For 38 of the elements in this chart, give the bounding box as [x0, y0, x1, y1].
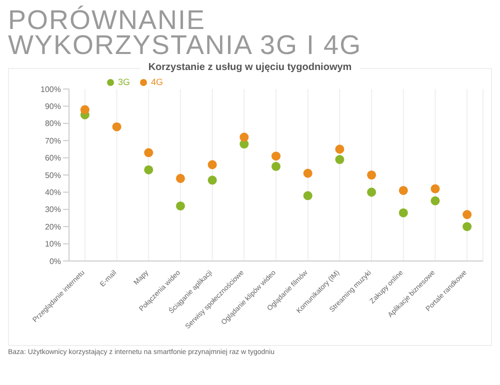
legend-label: 4G	[151, 77, 164, 87]
point	[144, 148, 154, 158]
y-tick-label: 60%	[44, 154, 61, 163]
y-tick-label: 0%	[49, 256, 61, 266]
point	[430, 184, 440, 194]
y-tick-label: 90%	[44, 102, 61, 112]
point	[430, 196, 440, 206]
point	[335, 155, 344, 164]
point	[176, 201, 185, 210]
point	[398, 186, 408, 195]
point	[208, 160, 217, 170]
point	[144, 165, 154, 174]
point	[176, 174, 185, 183]
y-tick-label: 20%	[44, 222, 61, 232]
chart-subtitle: Korzystanie z usług w ujęciu tygodniowym	[140, 62, 360, 73]
chart-title: PORÓWNANIE WYKORZYSTANIA 3G I 4G	[8, 5, 363, 60]
point	[398, 208, 408, 218]
point	[462, 210, 472, 220]
y-tick-label: 70%	[44, 136, 61, 146]
point	[271, 152, 281, 161]
point	[240, 132, 249, 142]
point	[303, 168, 312, 178]
point	[335, 144, 344, 154]
y-tick-label: 40%	[44, 188, 61, 198]
y-tick-label: 80%	[44, 119, 61, 128]
y-tick-label: 10%	[44, 240, 61, 249]
point	[271, 162, 281, 171]
point	[367, 170, 376, 180]
point	[80, 105, 90, 114]
point	[303, 191, 312, 200]
point	[462, 222, 472, 232]
y-tick-label: 30%	[44, 205, 61, 214]
point	[112, 122, 122, 132]
y-tick-label: 50%	[44, 170, 61, 180]
point	[208, 176, 217, 185]
y-tick-label: 100%	[40, 84, 61, 94]
legend-label: 3G	[118, 77, 130, 87]
point	[367, 188, 376, 197]
